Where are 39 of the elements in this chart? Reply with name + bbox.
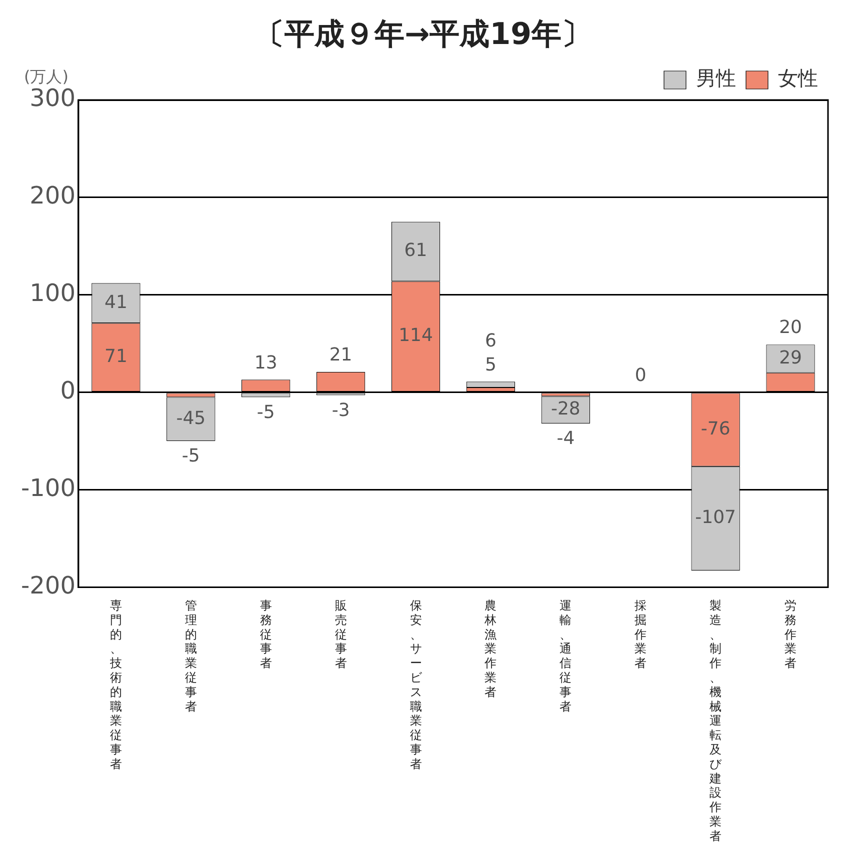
x-tick-label: 採掘作業者: [634, 598, 647, 670]
x-tick-label: 管理的職業従事者: [184, 598, 197, 714]
category-label: 製造、制作、機械運転及び建設作業者: [710, 598, 722, 843]
data-label: 29: [779, 347, 802, 368]
y-tick-label: 100: [30, 279, 76, 308]
data-label: 20: [779, 317, 802, 338]
data-label: 5: [484, 354, 496, 376]
x-tick-label: 労務作業者: [784, 598, 797, 670]
legend-label: 女性: [778, 66, 818, 90]
data-label: -4: [556, 428, 575, 450]
data-label: -5: [256, 402, 275, 423]
data-label: 61: [404, 240, 428, 262]
data-label: 41: [104, 292, 128, 313]
x-tick-label: 事務従事者: [260, 598, 272, 670]
data-label: 6: [484, 330, 496, 352]
x-tick-label: 運輸、通信従事者: [560, 598, 572, 714]
y-tick-label: -200: [21, 571, 76, 600]
data-label: 0: [634, 364, 646, 386]
x-tick-label: 販売従事者: [334, 598, 347, 670]
data-label: -76: [700, 418, 730, 440]
data-label: 13: [254, 352, 278, 374]
y-tick-label: 300: [30, 84, 76, 112]
data-label: 71: [104, 346, 128, 368]
x-tick-label: 農林漁業作業者: [484, 598, 497, 699]
y-axis-title: (万人): [24, 67, 68, 86]
data-label: -107: [695, 507, 736, 528]
data-label: -28: [550, 398, 580, 420]
data-label: -3: [332, 400, 350, 421]
data-label: 114: [398, 325, 433, 346]
y-tick-label: 0: [60, 376, 76, 405]
legend-label: 男性: [696, 66, 736, 90]
data-label: 21: [329, 344, 352, 366]
y-tick-label: -100: [21, 474, 76, 502]
chart-title: 〔平成９年→平成19年〕: [254, 16, 592, 52]
category-label: 保安、サービス職業従事者: [410, 598, 422, 771]
y-tick-label: 200: [30, 182, 76, 210]
category-label: 専門的、技術的職業従事者: [110, 598, 122, 771]
data-label: -45: [176, 408, 206, 429]
data-label: -5: [182, 446, 200, 467]
